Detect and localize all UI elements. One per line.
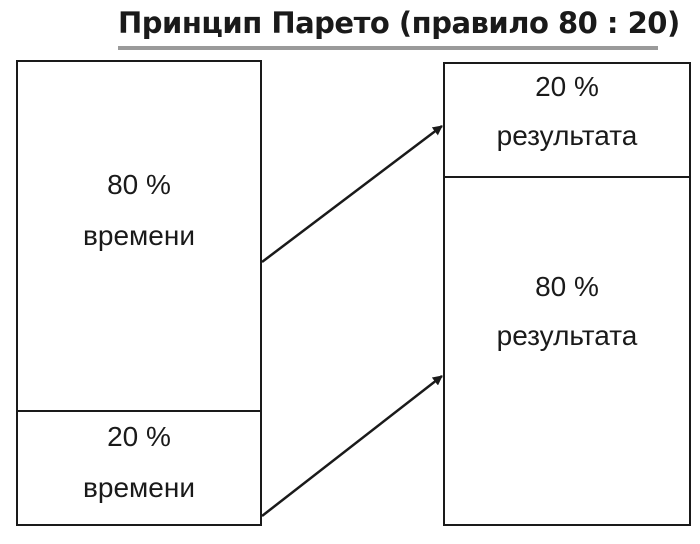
time-column-divider — [16, 410, 262, 412]
arrow-80-time-to-20-result — [261, 125, 443, 263]
result-20-label: результата — [496, 120, 638, 151]
time-20-label: времени — [83, 472, 195, 503]
time-column — [16, 60, 262, 526]
time-80-label: времени — [83, 220, 195, 251]
result-20-percent: 20 % — [535, 71, 599, 102]
diagram-title: Принцип Парето (правило 80 : 20) — [118, 6, 680, 40]
title-underline — [118, 46, 658, 50]
arrow-20-time-to-80-result — [261, 375, 443, 517]
result-column — [443, 62, 691, 526]
result-80-label: результата — [496, 320, 638, 351]
time-20-percent: 20 % — [107, 421, 171, 452]
result-column-divider — [443, 176, 691, 178]
time-80-percent: 80 % — [107, 169, 171, 200]
result-80-percent: 80 % — [535, 271, 599, 302]
